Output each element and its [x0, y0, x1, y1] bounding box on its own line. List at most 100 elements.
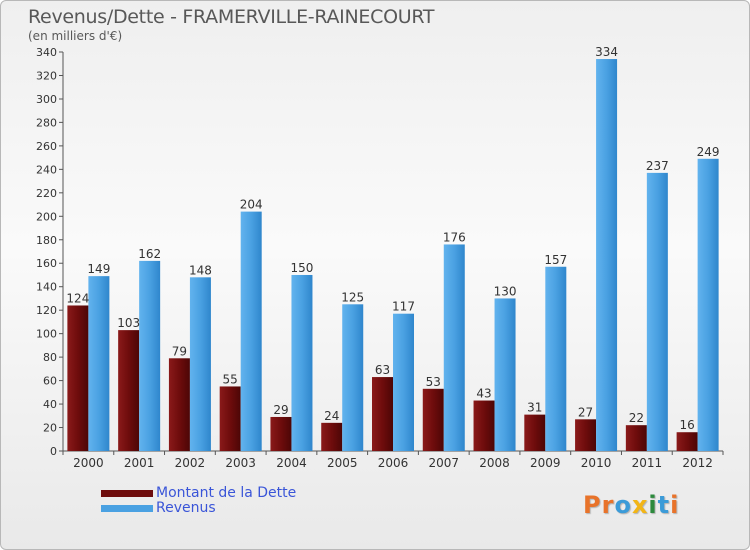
data-label-debt-2009: 31 — [527, 401, 542, 415]
x-tick-label-2000: 2000 — [73, 456, 104, 470]
bar-revenue-2001 — [139, 260, 161, 451]
x-tick-label-2005: 2005 — [327, 456, 358, 470]
data-label-debt-2008: 43 — [476, 387, 491, 401]
data-label-debt-2007: 53 — [426, 375, 441, 389]
legend-label-debt: Montant de la Dette — [156, 485, 297, 501]
data-label-debt-2002: 79 — [172, 344, 187, 358]
data-label-revenue-2003: 204 — [240, 198, 263, 212]
data-label-debt-2005: 24 — [324, 409, 339, 423]
x-tick-label-2001: 2001 — [124, 456, 155, 470]
logo-letter: i — [670, 491, 680, 519]
data-label-revenue-2011: 237 — [646, 159, 669, 173]
data-label-revenue-2008: 130 — [494, 284, 517, 298]
y-tick-label: 120 — [36, 304, 57, 317]
data-label-debt-2001: 103 — [117, 316, 140, 330]
bar-debt-2011 — [625, 425, 647, 451]
logo-letter: P — [583, 491, 602, 519]
x-tick-label-2010: 2010 — [581, 456, 612, 470]
y-tick-label: 100 — [36, 328, 57, 341]
data-label-revenue-2004: 150 — [291, 261, 314, 275]
legend-label-revenue: Revenus — [156, 500, 216, 516]
legend-swatch-debt — [101, 490, 153, 497]
x-tick-label-2009: 2009 — [530, 456, 561, 470]
data-label-debt-2011: 22 — [629, 411, 644, 425]
y-tick-label: 80 — [43, 351, 57, 364]
data-label-debt-2006: 63 — [375, 363, 390, 377]
bar-debt-2001 — [118, 330, 140, 451]
bar-debt-2000 — [67, 305, 89, 451]
bar-revenue-2009 — [545, 266, 567, 451]
bar-revenue-2003 — [240, 211, 262, 451]
chart-title: Revenus/Dette - FRAMERVILLE-RAINECOURT — [28, 6, 435, 28]
data-label-revenue-2001: 162 — [138, 247, 161, 261]
proxiti-logo: Proxiti — [583, 491, 679, 519]
data-label-revenue-2010: 334 — [595, 45, 618, 59]
bar-debt-2007 — [422, 388, 444, 451]
data-label-debt-2012: 16 — [679, 418, 694, 432]
data-label-revenue-2006: 117 — [392, 300, 415, 314]
bars — [67, 59, 719, 452]
x-tick-label-2004: 2004 — [276, 456, 307, 470]
data-label-debt-2000: 124 — [66, 291, 89, 305]
bar-debt-2008 — [473, 400, 495, 451]
data-label-revenue-2000: 149 — [87, 262, 110, 276]
logo-letter: x — [631, 491, 649, 519]
bar-revenue-2004 — [291, 274, 313, 451]
bar-debt-2004 — [270, 416, 292, 451]
data-label-revenue-2009: 157 — [544, 253, 567, 267]
y-tick-label: 340 — [36, 46, 57, 59]
x-tick-label-2006: 2006 — [378, 456, 409, 470]
bar-revenue-2006 — [393, 313, 414, 451]
bar-debt-2005 — [321, 422, 343, 451]
data-label-revenue-2005: 125 — [341, 290, 364, 304]
y-tick-label: 240 — [36, 163, 57, 176]
bar-revenue-2008 — [494, 298, 516, 451]
logo-letter: t — [657, 491, 671, 519]
data-label-revenue-2012: 249 — [697, 145, 720, 159]
logo-letter: o — [614, 491, 632, 519]
bar-revenue-2000 — [88, 276, 110, 451]
bar-debt-2009 — [524, 414, 546, 451]
x-tick-label-2002: 2002 — [175, 456, 206, 470]
data-label-debt-2004: 29 — [273, 403, 288, 417]
y-tick-label: 180 — [36, 234, 57, 247]
bar-revenue-2002 — [189, 277, 211, 451]
y-tick-label: 320 — [36, 69, 57, 82]
bar-debt-2012 — [676, 432, 698, 451]
y-tick-label: 280 — [36, 116, 57, 129]
x-tick-label-2007: 2007 — [428, 456, 459, 470]
bar-debt-2003 — [219, 386, 241, 451]
bar-debt-2010 — [575, 419, 597, 451]
x-tick-label-2008: 2008 — [479, 456, 510, 470]
x-tick-label-2011: 2011 — [632, 456, 663, 470]
x-tick-label-2012: 2012 — [682, 456, 713, 470]
bar-debt-2006 — [372, 377, 393, 451]
data-labels: 124 149 103 162 79 148 55 204 29 150 24 125 63 117 53 1… — [66, 45, 719, 432]
data-label-debt-2010: 27 — [578, 405, 593, 419]
bar-debt-2002 — [168, 358, 190, 451]
y-tick-label: 220 — [36, 187, 57, 200]
x-tick-label-2003: 2003 — [225, 456, 256, 470]
y-tick-label: 200 — [36, 210, 57, 223]
y-tick-label: 0 — [50, 445, 57, 458]
logo-letter: i — [648, 491, 658, 519]
data-label-debt-2003: 55 — [223, 372, 238, 386]
y-tick-label: 40 — [43, 398, 57, 411]
y-tick-label: 20 — [43, 422, 57, 435]
legend-swatch-revenue — [101, 505, 153, 512]
bar-revenue-2011 — [646, 172, 668, 451]
data-label-revenue-2002: 148 — [189, 263, 212, 277]
bar-revenue-2007 — [443, 244, 465, 451]
y-tick-label: 140 — [36, 281, 57, 294]
chart-subtitle: (en milliers d'€) — [28, 29, 123, 43]
y-tick-label: 160 — [36, 257, 57, 270]
y-tick-label: 60 — [43, 375, 57, 388]
bar-revenue-2012 — [697, 158, 719, 451]
y-tick-label: 260 — [36, 140, 57, 153]
logo-letter: r — [601, 491, 615, 519]
data-label-revenue-2007: 176 — [443, 230, 466, 244]
bar-revenue-2005 — [342, 304, 364, 451]
bar-revenue-2010 — [596, 59, 618, 452]
